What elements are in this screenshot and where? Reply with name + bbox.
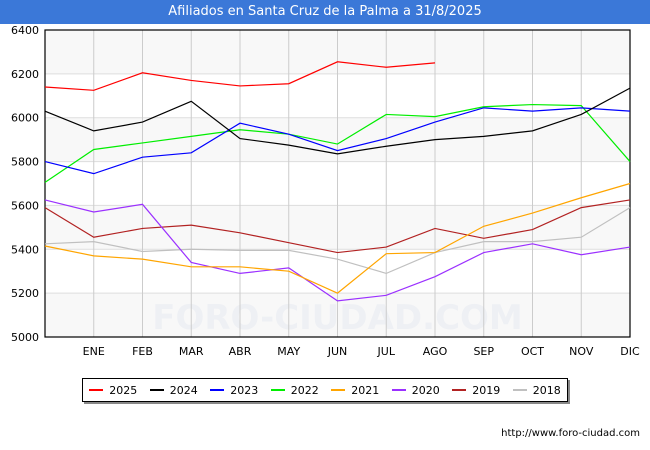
y-tick-label: 5200: [11, 287, 39, 300]
legend-swatch: [512, 389, 527, 391]
y-tick-label: 6400: [11, 24, 39, 37]
legend-swatch: [270, 389, 285, 391]
y-tick-label: 6200: [11, 68, 39, 81]
x-tick-label: ABR: [229, 345, 252, 358]
legend-item-2018: 2018: [512, 383, 561, 397]
x-tick-label: DIC: [620, 345, 640, 358]
x-tick-label: ENE: [83, 345, 105, 358]
legend-swatch: [452, 389, 467, 391]
legend-label: 2022: [290, 383, 319, 397]
y-tick-label: 5400: [11, 243, 39, 256]
legend-item-2021: 2021: [331, 384, 379, 397]
legend-label: 2025: [109, 383, 138, 397]
series-line-2023: [44, 107, 631, 175]
series-line-2019: [44, 199, 631, 254]
legend-swatch: [391, 389, 406, 391]
legend-item-2025: 2025: [89, 384, 137, 397]
footer-url[interactable]: http://www.foro-ciudad.com: [501, 428, 640, 439]
series-line-2022: [44, 103, 631, 183]
legend-label: 2023: [230, 383, 259, 397]
legend-swatch: [210, 389, 225, 391]
series-line-2025: [44, 61, 436, 91]
legend-label: 2024: [169, 383, 198, 397]
series-line-2024: [44, 87, 631, 155]
x-tick-label: SEP: [473, 345, 494, 358]
legend-item-2020: 2020: [391, 383, 440, 397]
legend-label: 2019: [472, 383, 501, 397]
legend-swatch: [89, 389, 104, 391]
y-tick-label: 5000: [11, 331, 39, 344]
y-tick-label: 6000: [11, 112, 39, 125]
legend-item-2019: 2019: [452, 384, 500, 397]
legend-item-2022: 2022: [270, 383, 319, 397]
legend-swatch: [149, 389, 164, 391]
x-tick-label: MAY: [277, 345, 300, 358]
x-tick-label: FEB: [132, 345, 153, 358]
legend-label: 2020: [411, 383, 440, 397]
legend: 2025 2024 2023 2022 2021 2020 2019 2018: [82, 378, 568, 402]
x-tick-label: JUL: [377, 345, 396, 358]
legend-label: 2018: [532, 383, 561, 397]
legend-item-2024: 2024: [149, 383, 198, 397]
legend-item-2023: 2023: [210, 384, 258, 397]
legend-label: 2021: [351, 383, 380, 397]
legend-swatch: [331, 389, 346, 391]
series-line-2020: [44, 199, 631, 302]
x-tick-label: NOV: [569, 345, 594, 358]
y-tick-label: 5600: [11, 199, 39, 212]
y-tick-label: 5800: [11, 156, 39, 169]
x-tick-label: JUN: [327, 345, 348, 358]
series-line-2018: [44, 207, 631, 275]
x-tick-label: OCT: [521, 345, 544, 358]
chart-title: Afiliados en Santa Cruz de la Palma a 31…: [0, 0, 650, 24]
x-tick-label: MAR: [179, 345, 204, 358]
x-tick-label: AGO: [423, 345, 448, 358]
series-line-2021: [44, 182, 631, 294]
